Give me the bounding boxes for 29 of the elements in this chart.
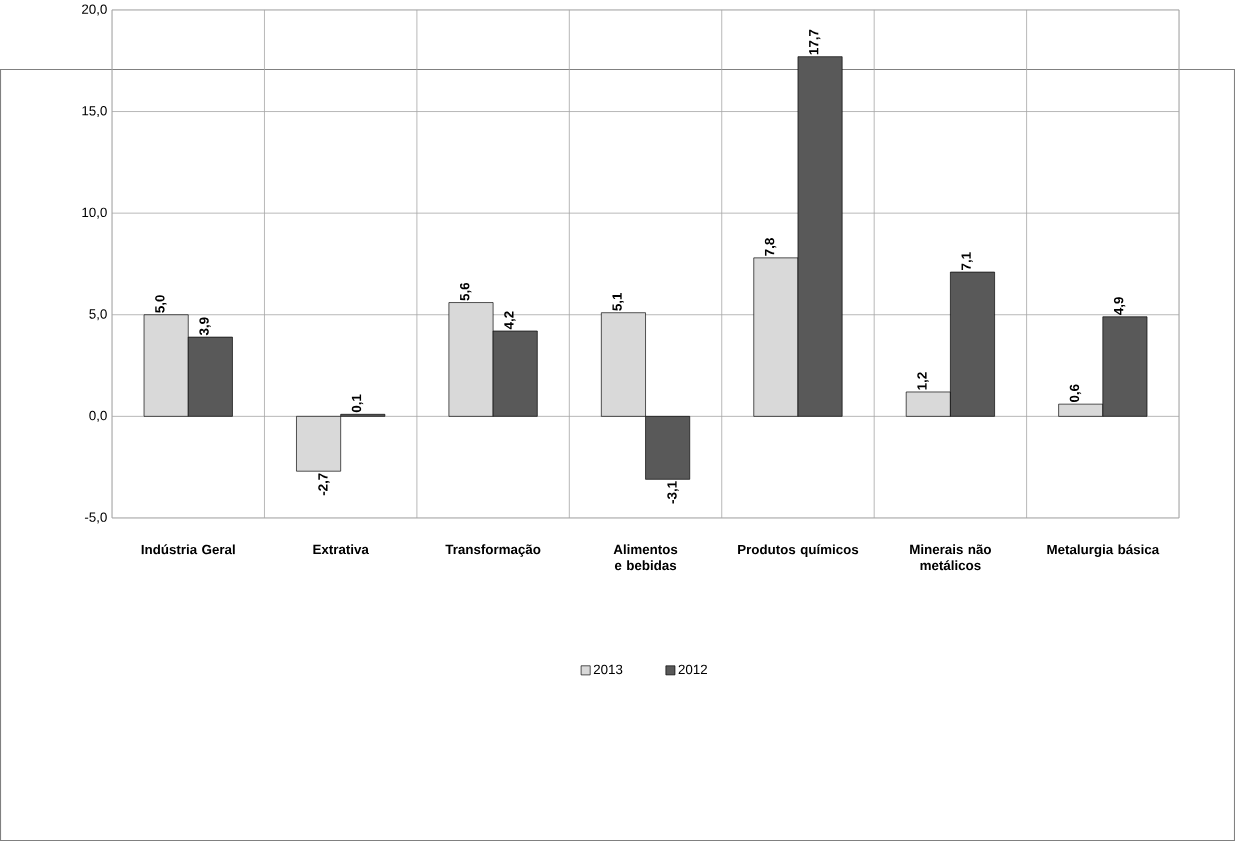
data-label: 7,8	[764, 238, 777, 256]
y-tick-label: -5,0	[84, 512, 107, 524]
x-tick-label: Produtos químicos	[738, 544, 859, 557]
y-tick-label: 10,0	[82, 207, 107, 219]
x-tick-label: Extrativa	[313, 544, 369, 555]
data-label: 0,6	[1069, 384, 1082, 403]
data-label: -2,7	[318, 473, 330, 496]
legend-label: 2013	[593, 664, 623, 675]
x-tick-label: Transformação	[445, 544, 541, 557]
y-tick-label: 0,0	[89, 410, 107, 422]
x-tick-label: Indústria Geral	[141, 544, 235, 555]
data-label: 7,1	[961, 252, 973, 270]
x-tick-label: Minerais não metálicos	[910, 544, 991, 571]
data-label: 4,2	[504, 311, 516, 330]
data-label: 0,1	[351, 394, 364, 413]
x-tick-label: Metalurgia básica	[1047, 544, 1160, 557]
data-label: -3,1	[667, 481, 679, 504]
data-label: 5,0	[155, 295, 167, 313]
data-label: 17,7	[809, 29, 821, 55]
data-label: 3,9	[199, 317, 211, 336]
data-label: 4,9	[1113, 297, 1126, 315]
legend-label: 2012	[678, 664, 707, 675]
y-tick-label: 5,0	[89, 309, 107, 321]
y-tick-label: 15,0	[82, 106, 107, 118]
data-label: 5,6	[459, 282, 472, 301]
y-tick-label: 20,0	[82, 4, 107, 16]
x-tick-label: Alimentos e bebidas	[613, 544, 678, 571]
data-label: 1,2	[917, 372, 929, 390]
data-label: 5,1	[612, 292, 624, 311]
